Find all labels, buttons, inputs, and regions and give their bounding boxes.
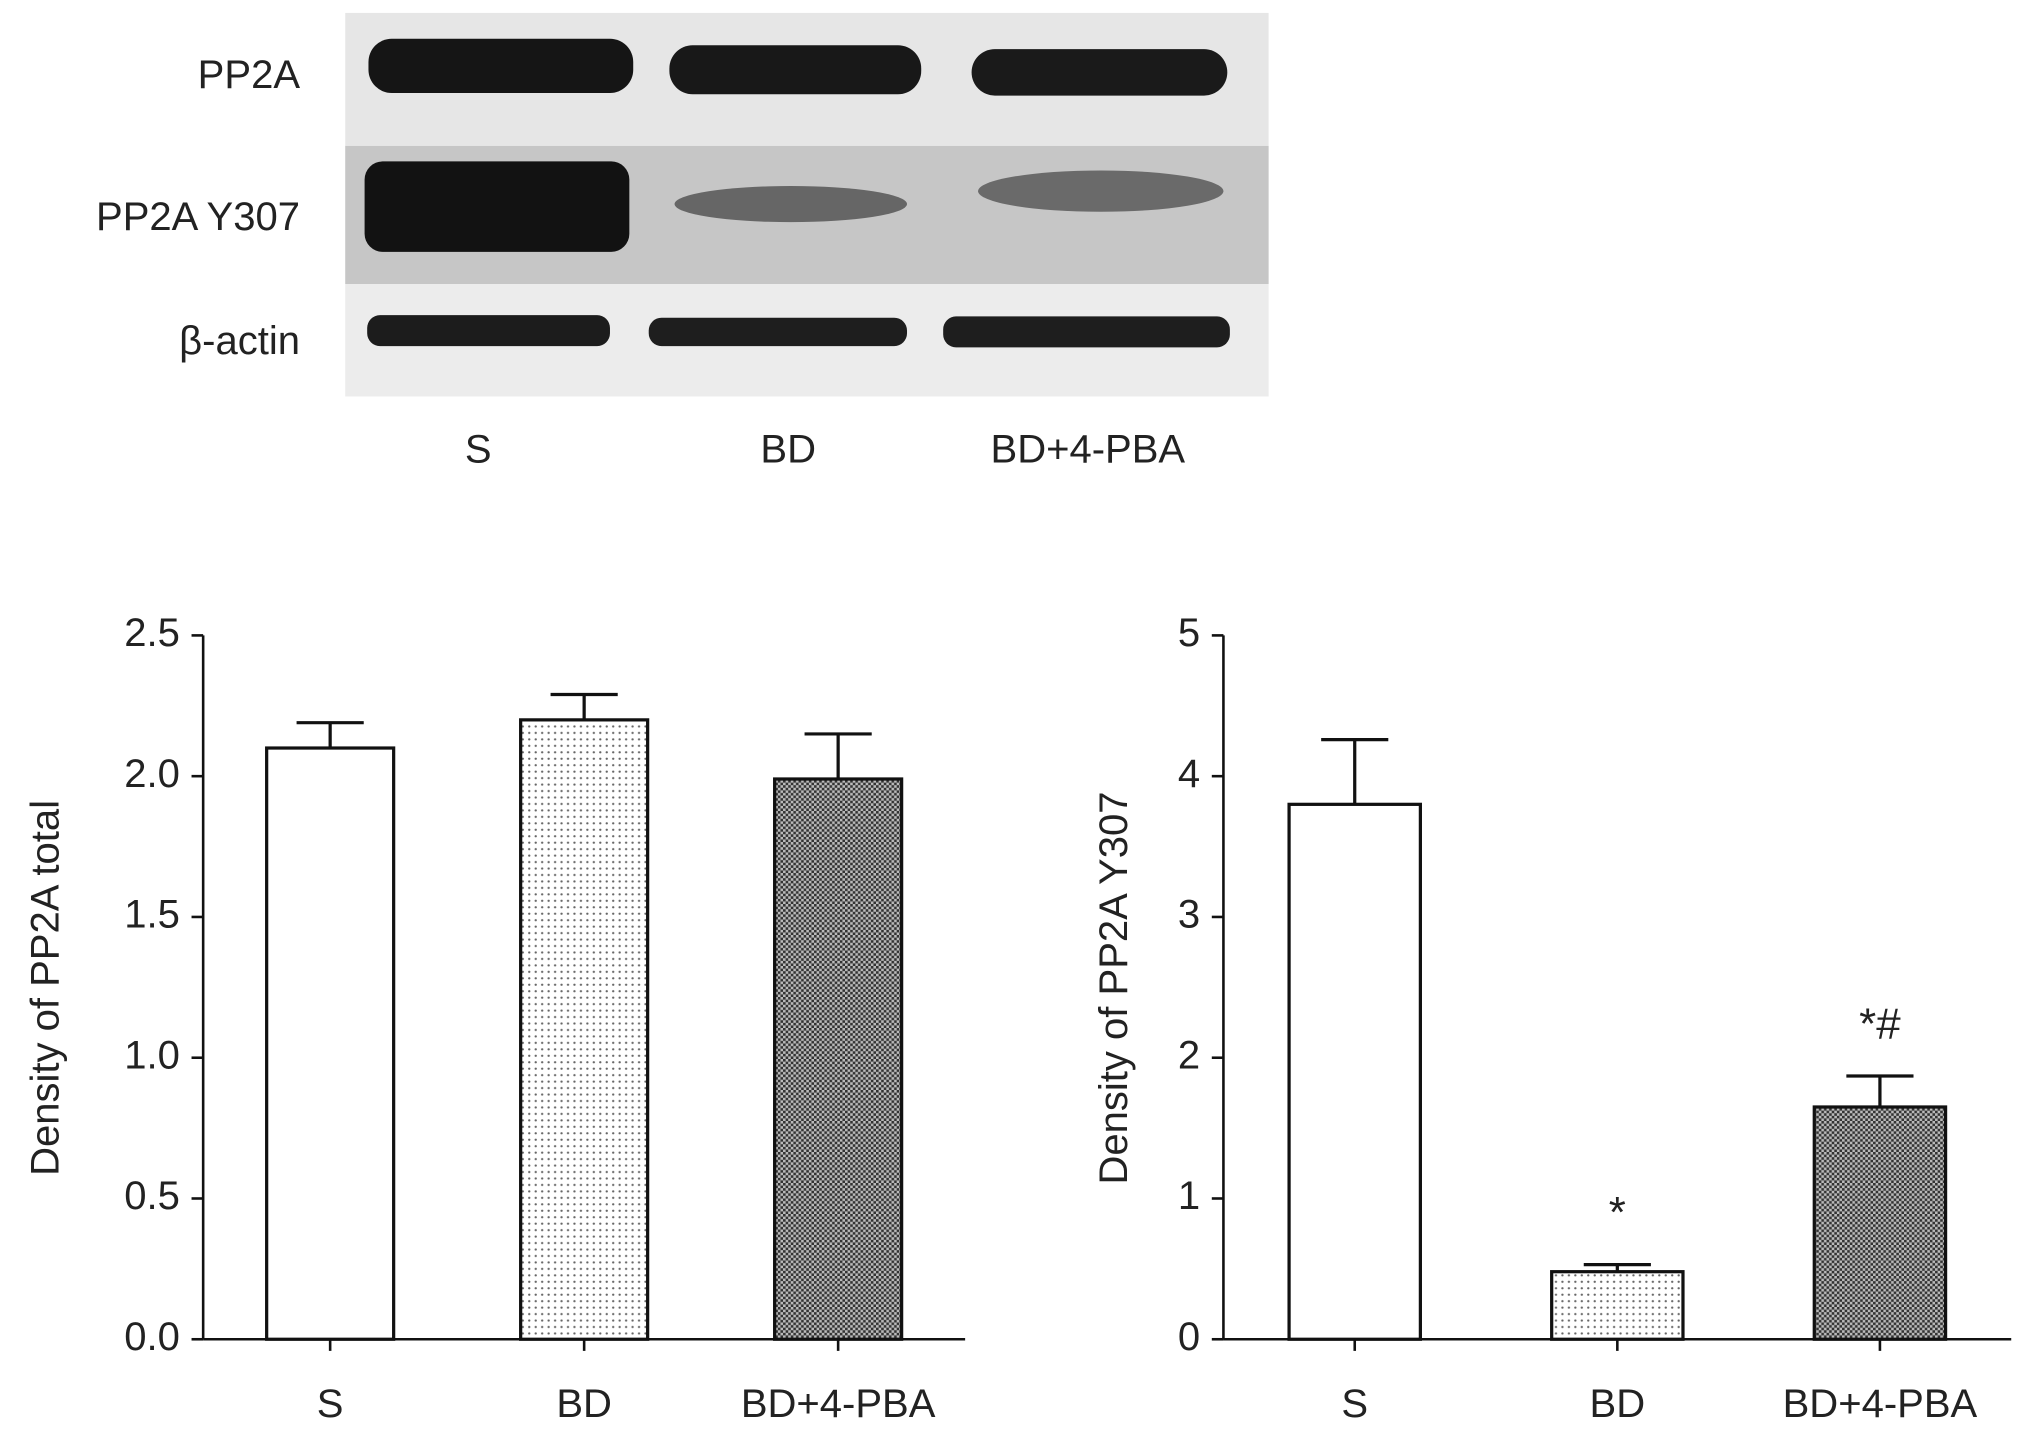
y-tick-label: 1.5 <box>124 893 180 937</box>
x-tick-label: BD+4-PBA <box>1783 1382 1978 1426</box>
band <box>674 185 908 223</box>
x-tick-label: BD <box>556 1382 612 1426</box>
band <box>971 49 1228 96</box>
lane-label: S <box>465 428 492 472</box>
row-label: PP2A <box>198 53 301 97</box>
x-tick-label: S <box>317 1382 344 1426</box>
band <box>648 317 908 347</box>
bar <box>519 718 650 1341</box>
y-tick-label: 3 <box>1178 893 1200 937</box>
bar <box>265 746 396 1341</box>
y-tick-label: 2.0 <box>124 752 180 796</box>
significance-mark: * <box>1609 1188 1626 1237</box>
lane-label: BD <box>760 428 816 472</box>
y-tick-label: 5 <box>1178 611 1200 655</box>
band <box>364 161 630 252</box>
y-tick-label: 2 <box>1178 1033 1200 1077</box>
band <box>943 316 1230 348</box>
row-label: β-actin <box>179 319 300 363</box>
y-axis-label: Density of PP2A total <box>24 800 68 1176</box>
lane-label: BD+4-PBA <box>991 428 1186 472</box>
y-tick-label: 1 <box>1178 1174 1200 1218</box>
band <box>367 315 610 347</box>
bar <box>1550 1270 1685 1341</box>
x-tick-label: BD+4-PBA <box>741 1382 936 1426</box>
y-tick-label: 1.0 <box>124 1033 180 1077</box>
bar <box>773 777 904 1341</box>
x-tick-label: S <box>1341 1382 1368 1426</box>
row-label: PP2A Y307 <box>96 195 300 239</box>
y-tick-label: 0.5 <box>124 1174 180 1218</box>
band <box>978 170 1224 212</box>
y-tick-label: 2.5 <box>124 611 180 655</box>
y-tick-label: 4 <box>1178 752 1200 796</box>
bar <box>1812 1105 1948 1341</box>
y-tick-label: 0 <box>1178 1315 1200 1359</box>
x-tick-label: BD <box>1590 1382 1646 1426</box>
band <box>669 45 922 95</box>
significance-mark: *# <box>1859 1000 1901 1049</box>
y-axis-label: Density of PP2A Y307 <box>1092 791 1136 1184</box>
western-blot: PP2A PP2A Y307 β-actin S BD BD+4-PBA <box>96 12 1269 472</box>
band <box>368 38 634 93</box>
y-tick-label: 0.0 <box>124 1315 180 1359</box>
bar <box>1287 802 1422 1341</box>
